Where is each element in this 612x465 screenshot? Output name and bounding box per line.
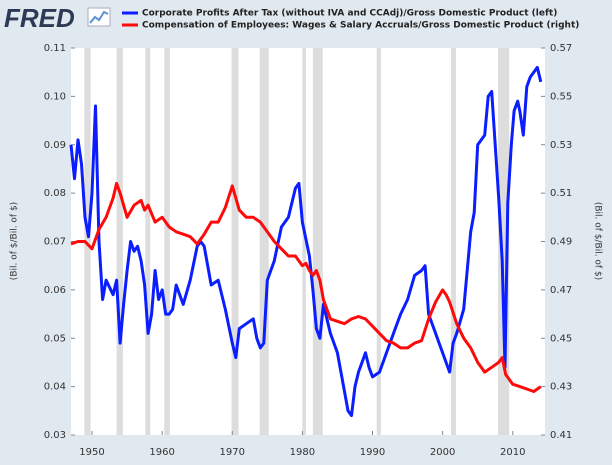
recession-band — [312, 48, 323, 435]
logo: FRED — [4, 3, 75, 33]
x-tick-label: 1950 — [79, 447, 104, 458]
recession-band — [376, 48, 381, 435]
logo-icon — [87, 7, 111, 27]
recession-band — [84, 48, 91, 435]
y-tick-label: 0.08 — [44, 188, 66, 199]
y-tick-label: 0.07 — [44, 237, 66, 248]
y2-tick-label: 0.55 — [550, 91, 572, 102]
y2-tick-label: 0.51 — [550, 188, 572, 199]
recession-band — [302, 48, 306, 435]
x-tick-label: 1960 — [149, 447, 174, 458]
x-tick-label: 1990 — [360, 447, 385, 458]
y2-tick-label: 0.57 — [550, 43, 572, 54]
recession-band — [259, 48, 269, 435]
series-line — [69, 65, 543, 418]
recession-band — [164, 48, 170, 435]
recession-band — [451, 48, 456, 435]
legend-label: Corporate Profits After Tax (without IVA… — [142, 9, 557, 19]
recession-band — [145, 48, 151, 435]
y-tick-label: 0.10 — [44, 91, 66, 102]
y2-tick-label: 0.53 — [550, 140, 572, 151]
y2-tick-label: 0.45 — [550, 333, 572, 344]
x-tick-label: 2010 — [500, 447, 525, 458]
x-tick-label: 1970 — [220, 447, 245, 458]
y-tick-label: 0.09 — [44, 140, 66, 151]
y2-tick-label: 0.43 — [550, 382, 572, 393]
x-tick-label: 2000 — [430, 447, 455, 458]
plot-area — [71, 48, 545, 435]
recession-band — [498, 48, 510, 435]
y-tick-label: 0.03 — [44, 430, 66, 441]
y2-tick-label: 0.47 — [550, 285, 572, 296]
y-tick-label: 0.06 — [44, 285, 66, 296]
y2-tick-label: 0.41 — [550, 430, 572, 441]
y-axis-label: (Bil. of $/Bil. of $) — [10, 202, 20, 280]
y-tick-label: 0.11 — [44, 43, 66, 54]
y2-tick-label: 0.49 — [550, 237, 572, 248]
recession-band — [116, 48, 123, 435]
y-tick-label: 0.05 — [44, 333, 66, 344]
legend-label: Compensation of Employees: Wages & Salar… — [142, 21, 579, 31]
series-line — [70, 181, 542, 393]
recession-band — [231, 48, 239, 435]
x-tick-label: 1980 — [290, 447, 315, 458]
y-tick-label: 0.04 — [44, 382, 66, 393]
y2-axis-label: (Bil. of $/Bil. of $) — [593, 202, 603, 280]
